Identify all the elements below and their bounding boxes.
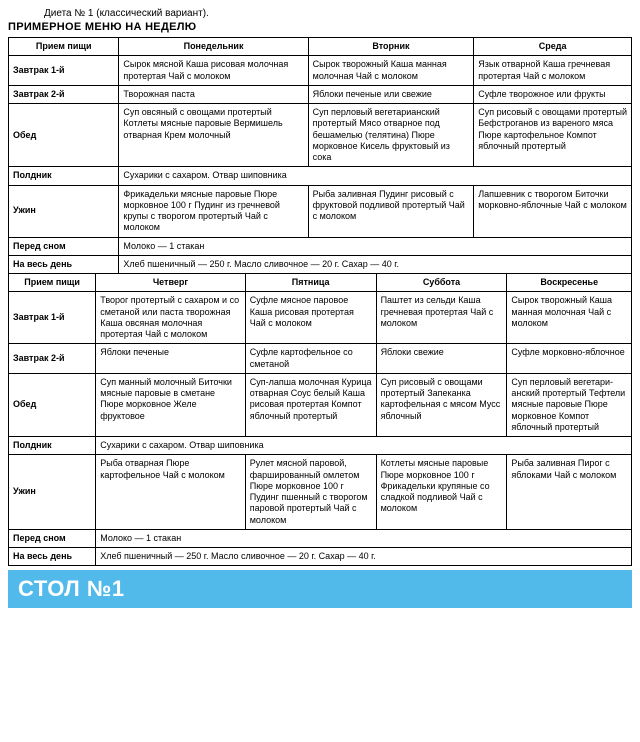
row-label: Полдник <box>9 437 96 455</box>
col-mon: Понедельник <box>119 38 308 56</box>
cell: Котлеты мясные паровые Пюре морковное 10… <box>376 455 507 530</box>
cell: Суп-лапша молочная Курица отварная Соус … <box>245 373 376 436</box>
col-sat: Суббота <box>376 274 507 292</box>
row-label: На весь день <box>9 255 119 273</box>
menu-subtitle: ПРИМЕРНОЕ МЕНЮ НА НЕДЕЛЮ <box>8 21 632 33</box>
cell: Язык отварной Каша гречневая протертая Ч… <box>474 56 632 86</box>
cell: Рыба заливная Пудинг рисовый с фруктовой… <box>308 185 474 237</box>
table-row: Перед сном Молоко — 1 стакан <box>9 529 632 547</box>
footer-table-number: СТОЛ №1 <box>8 570 632 608</box>
table-row: Завтрак 1-й Творог протертый с саха­ром … <box>9 292 632 344</box>
cell-span: Хлеб пшеничный — 250 г. Масло сливочное … <box>119 255 632 273</box>
row-label: Перед сном <box>9 529 96 547</box>
cell: Суфле морковно-яблоч­ное <box>507 344 632 374</box>
table-row: Полдник Сухарики с сахаром. Отвар шиповн… <box>9 167 632 185</box>
col-thu: Четверг <box>96 274 246 292</box>
cell: Рулет мясной паровой, фаршированный омле… <box>245 455 376 530</box>
cell: Паштет из сельди Каша гречневая про­терт… <box>376 292 507 344</box>
col-wed: Среда <box>474 38 632 56</box>
cell-span: Молоко — 1 стакан <box>96 529 632 547</box>
cell: Суп рисовый с овощами протертый Запеканк… <box>376 373 507 436</box>
cell: Сырок творожный Каша манная молочная Чай… <box>507 292 632 344</box>
table-header-row: Прием пищи Четверг Пятница Суббота Воскр… <box>9 274 632 292</box>
row-label: Завтрак 2-й <box>9 85 119 103</box>
table-row: На весь день Хлеб пшеничный — 250 г. Мас… <box>9 548 632 566</box>
col-tue: Вторник <box>308 38 474 56</box>
col-sun: Воскресенье <box>507 274 632 292</box>
cell: Суфле мясное паровое Каша рисовая протер… <box>245 292 376 344</box>
cell: Творожная паста <box>119 85 308 103</box>
cell: Суфле картофельное со сметаной <box>245 344 376 374</box>
table-row: Завтрак 2-й Творожная паста Яблоки печен… <box>9 85 632 103</box>
row-label: Обед <box>9 104 119 167</box>
diet-title: Диета № 1 (классический вариант). <box>44 8 632 19</box>
menu-table-2: Прием пищи Четверг Пятница Суббота Воскр… <box>8 273 632 566</box>
col-fri: Пятница <box>245 274 376 292</box>
table-row: Обед Суп овсяный с овощами про­тертый Ко… <box>9 104 632 167</box>
cell: Сырок творожный Каша манная молочная Чай… <box>308 56 474 86</box>
cell: Суп овсяный с овощами про­тертый Котлеты… <box>119 104 308 167</box>
cell: Фрикадельки мясные паро­вые Пюре морковн… <box>119 185 308 237</box>
cell-span: Сухарики с сахаром. Отвар шиповника <box>96 437 632 455</box>
cell-span: Молоко — 1 стакан <box>119 237 632 255</box>
cell: Суфле творожное или фрукты <box>474 85 632 103</box>
table-header-row: Прием пищи Понедельник Вторник Среда <box>9 38 632 56</box>
row-label: На весь день <box>9 548 96 566</box>
row-label: Перед сном <box>9 237 119 255</box>
cell-span: Хлеб пшеничный — 250 г. Масло сливочное … <box>96 548 632 566</box>
cell: Яблоки печеные <box>96 344 246 374</box>
row-label: Завтрак 2-й <box>9 344 96 374</box>
table-row: Ужин Рыба отварная Пюре картофельное Чай… <box>9 455 632 530</box>
table-row: На весь день Хлеб пшеничный — 250 г. Мас… <box>9 255 632 273</box>
col-meal: Прием пищи <box>9 38 119 56</box>
menu-table-1: Прием пищи Понедельник Вторник Среда Зав… <box>8 37 632 274</box>
table-row: Обед Суп манный молочный Биточки мясные … <box>9 373 632 436</box>
row-label: Полдник <box>9 167 119 185</box>
row-label: Завтрак 1-й <box>9 292 96 344</box>
cell: Суп рисовый с овощами про­тертый Бефстро… <box>474 104 632 167</box>
cell: Рыба заливная Пирог с яблоками Чай с мол… <box>507 455 632 530</box>
table-row: Полдник Сухарики с сахаром. Отвар шиповн… <box>9 437 632 455</box>
cell: Яблоки печеные или свежие <box>308 85 474 103</box>
cell-span: Сухарики с сахаром. Отвар шиповника <box>119 167 632 185</box>
cell: Творог протертый с саха­ром и со сметано… <box>96 292 246 344</box>
col-meal: Прием пищи <box>9 274 96 292</box>
table-row: Завтрак 1-й Сырок мясной Каша рисовая мо… <box>9 56 632 86</box>
table-row: Ужин Фрикадельки мясные паро­вые Пюре мо… <box>9 185 632 237</box>
row-label: Обед <box>9 373 96 436</box>
row-label: Ужин <box>9 185 119 237</box>
table-row: Перед сном Молоко — 1 стакан <box>9 237 632 255</box>
cell: Сырок мясной Каша рисовая молочная про­т… <box>119 56 308 86</box>
row-label: Ужин <box>9 455 96 530</box>
cell: Суп манный молочный Биточки мясные паро­… <box>96 373 246 436</box>
cell: Лапшевник с творогом Биточки морковно-яб… <box>474 185 632 237</box>
cell: Суп перловый вегетари­анский протертый Т… <box>507 373 632 436</box>
table-row: Завтрак 2-й Яблоки печеные Суфле картофе… <box>9 344 632 374</box>
cell: Суп перловый вегетариан­ский протертый М… <box>308 104 474 167</box>
cell: Яблоки свежие <box>376 344 507 374</box>
cell: Рыба отварная Пюре картофельное Чай с мо… <box>96 455 246 530</box>
row-label: Завтрак 1-й <box>9 56 119 86</box>
